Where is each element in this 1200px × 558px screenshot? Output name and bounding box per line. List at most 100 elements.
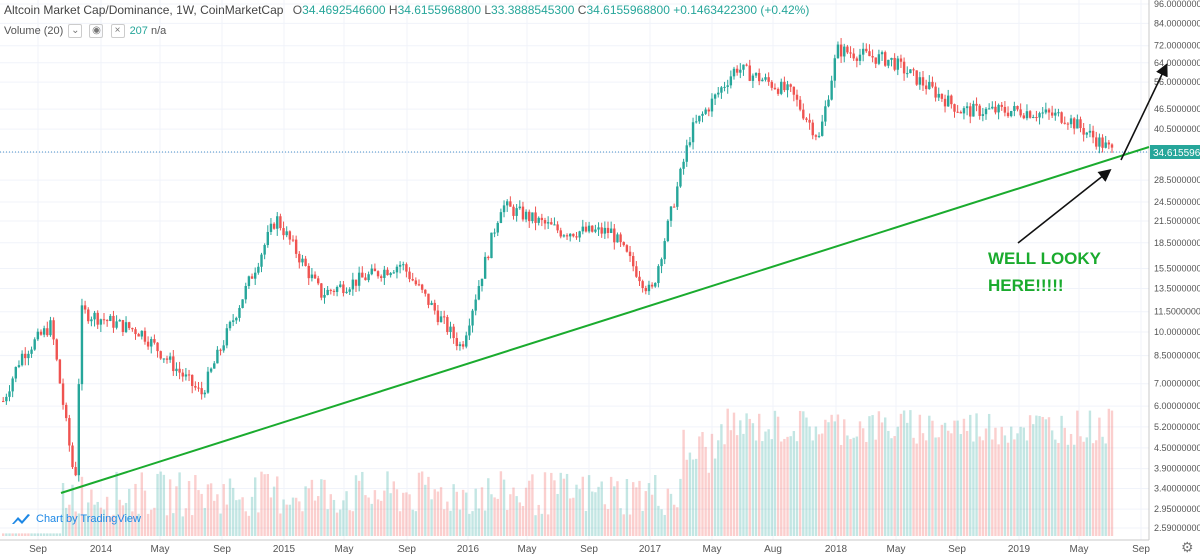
- tradingview-badge[interactable]: Chart by TradingView: [12, 513, 141, 525]
- volume-bar: [861, 428, 865, 536]
- candle: [780, 81, 783, 94]
- candle: [1000, 104, 1003, 107]
- volume-bar: [367, 497, 370, 536]
- candle: [17, 365, 21, 367]
- candle: [263, 245, 266, 255]
- volume-bar: [540, 513, 544, 536]
- candle: [650, 284, 654, 287]
- volume-bar: [1050, 430, 1054, 536]
- chevron-down-icon[interactable]: ⌄: [68, 24, 83, 38]
- volume-bar: [660, 509, 663, 536]
- candle: [146, 341, 150, 347]
- volume-bar: [701, 432, 704, 536]
- volume-bar: [206, 484, 210, 536]
- candle: [99, 319, 103, 325]
- eye-icon[interactable]: ◉: [89, 24, 104, 38]
- candle: [279, 216, 282, 229]
- candle: [808, 119, 811, 123]
- volume-bar: [339, 509, 342, 536]
- volume-bar: [1003, 435, 1007, 536]
- volume-bar: [720, 424, 723, 536]
- candle: [266, 231, 269, 246]
- x-tick-label: May: [887, 544, 906, 555]
- candle: [14, 366, 17, 379]
- candle: [1091, 130, 1095, 138]
- volume-bar: [890, 438, 893, 536]
- candle: [178, 368, 181, 373]
- volume-bar: [546, 514, 550, 536]
- volume-bar: [213, 500, 216, 536]
- candle: [1079, 119, 1082, 129]
- volume-bar: [918, 414, 922, 536]
- volume-bar: [272, 486, 276, 536]
- candle: [291, 239, 295, 241]
- volume-bar: [411, 509, 414, 536]
- volume-bar: [1016, 433, 1019, 536]
- candle: [46, 328, 49, 336]
- x-tick-label: May: [1070, 544, 1089, 555]
- time-axis-labels[interactable]: Sep 2014 May Sep 2015 May Sep 2016 May Sep 2017 May…: [29, 544, 1150, 555]
- candle: [184, 374, 188, 377]
- candle: [93, 312, 96, 320]
- close-icon[interactable]: ×: [110, 24, 125, 38]
- candle: [748, 65, 751, 81]
- trendline[interactable]: [60, 146, 1150, 494]
- candle: [594, 229, 597, 232]
- candle: [172, 356, 175, 372]
- volume-bar: [1088, 410, 1092, 536]
- candle: [506, 201, 509, 206]
- volume-bar: [80, 476, 84, 536]
- candle: [24, 353, 27, 359]
- volume-bar: [821, 433, 824, 536]
- volume-bar: [194, 475, 197, 536]
- candle: [1025, 111, 1029, 119]
- y-tick-label: 3.40000000: [1154, 483, 1200, 493]
- volume-bar: [52, 533, 55, 536]
- volume-bar: [663, 514, 666, 536]
- candle: [915, 70, 918, 85]
- candle: [449, 326, 452, 333]
- candle: [735, 68, 739, 73]
- chart-title[interactable]: Altcoin Market Cap/Dominance, 1W, CoinMa…: [4, 3, 284, 17]
- volume-bar: [1066, 444, 1070, 536]
- y-tick-label: 4.50000000: [1154, 443, 1200, 453]
- volume-bar: [263, 474, 266, 536]
- volume-study-label[interactable]: Volume (20): [4, 24, 64, 37]
- candle: [326, 289, 329, 295]
- volume-bar: [496, 498, 499, 536]
- volume-bar: [197, 490, 200, 536]
- volume-bar: [587, 475, 591, 536]
- candle: [436, 310, 440, 323]
- candle: [679, 168, 682, 187]
- volume-bar: [556, 493, 559, 536]
- candle: [814, 135, 818, 137]
- volume-bar: [260, 471, 263, 536]
- candle: [663, 241, 666, 260]
- x-tick-label: Sep: [29, 544, 47, 555]
- volume-bar: [606, 509, 610, 536]
- volume-bar: [991, 439, 994, 536]
- volume-bar: [452, 484, 455, 536]
- candle: [420, 284, 424, 290]
- candle: [181, 372, 184, 377]
- volume-bar: [1073, 444, 1076, 536]
- volume-bar: [953, 420, 956, 536]
- price-axis-labels: 96.00000000 84.00000000 72.00000000 64.0000…: [1154, 0, 1200, 533]
- volume-bar: [480, 487, 484, 536]
- volume-bar: [783, 438, 786, 536]
- volume-bar: [1063, 427, 1066, 536]
- volume-bar: [310, 479, 314, 536]
- volume-bar: [767, 429, 770, 536]
- price-axis[interactable]: [1149, 0, 1200, 558]
- volume-bar: [1060, 415, 1063, 536]
- open-value: 34.4692546600: [302, 3, 386, 17]
- candle: [471, 310, 474, 326]
- candle: [953, 104, 956, 112]
- candle: [783, 81, 786, 91]
- volume-bar: [575, 484, 578, 536]
- candle: [1054, 112, 1057, 116]
- volume-bar: [798, 410, 802, 536]
- y-tick-label: 24.50000000: [1154, 197, 1200, 207]
- gear-icon[interactable]: ⚙: [1181, 539, 1194, 555]
